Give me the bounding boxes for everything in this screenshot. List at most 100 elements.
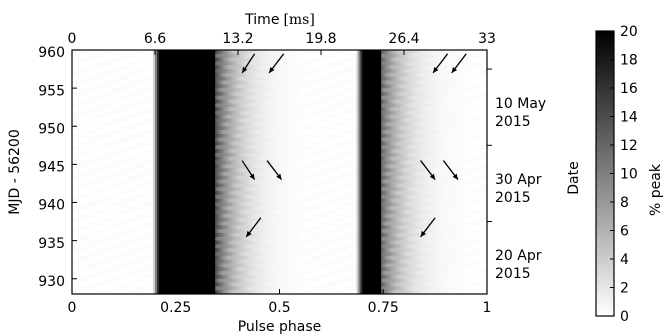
heatmap-cell [206,103,210,108]
heatmap-cell [447,76,451,81]
heatmap-cell [393,72,397,78]
heatmap-cell [204,126,208,131]
heatmap-cell [94,80,98,85]
heatmap-cell [362,126,365,131]
heatmap-cell [267,103,270,108]
heatmap-cell [281,88,285,93]
heatmap-cell [115,95,119,100]
heatmap-cell [399,99,403,104]
heatmap-cell [279,72,282,78]
heatmap-cell [215,72,218,78]
heatmap-cell [82,118,85,123]
heatmap-cell [341,126,345,131]
heatmap-cell [271,122,274,127]
heatmap-cell [186,130,189,135]
heatmap-cell [310,130,314,135]
heatmap-cell [186,103,189,108]
heatmap-cell [169,103,173,108]
heatmap-cell [460,84,463,89]
heatmap-cell [439,122,442,127]
heatmap-cell [350,126,353,131]
heatmap-cell [287,50,291,55]
heatmap-cell [406,111,409,116]
heatmap-cell [208,65,212,70]
heatmap-cell [82,114,85,120]
heatmap-cell [283,84,287,89]
heatmap-cell [474,118,478,123]
heatmap-cell [383,69,386,74]
heatmap-cell [474,99,478,104]
heatmap-cell [211,61,214,66]
heatmap-cell [285,107,289,112]
heatmap-cell [150,72,154,78]
heatmap-cell [426,107,430,112]
heatmap-cell [435,53,438,59]
heatmap-cell [165,76,168,81]
heatmap-cell [312,80,316,85]
heatmap-cell [435,61,438,66]
heatmap-cell [84,114,87,120]
heatmap-cell [101,103,104,108]
heatmap-cell [460,88,463,93]
heatmap-cell [215,88,218,93]
heatmap-cell [449,107,453,112]
heatmap-cell [264,103,268,108]
heatmap-cell [86,91,90,97]
heatmap-cell [391,69,395,74]
heatmap-cell [401,111,405,116]
heatmap-cell [337,76,341,81]
heatmap-cell [169,107,173,112]
heatmap-cell [123,72,127,78]
heatmap-cell [368,130,372,135]
heatmap-cell [181,65,185,70]
heatmap-cell [437,118,440,123]
heatmap-cell [258,130,262,135]
heatmap-cell [285,88,289,93]
heatmap-cell [412,95,415,100]
heatmap-cell [86,126,90,131]
heatmap-cell [198,122,202,127]
heatmap-cell [445,103,448,108]
heatmap-cell [354,130,357,135]
heatmap-cell [144,107,148,112]
heatmap-cell [192,114,195,120]
heatmap-cell [449,91,453,97]
heatmap-cell [391,61,395,66]
heatmap-cell [159,84,162,89]
heatmap-cell [287,53,291,59]
heatmap-cell [441,50,444,55]
heatmap-cell [341,88,345,93]
heatmap-cell [250,133,253,139]
heatmap-cell [381,122,384,127]
heatmap-cell [350,99,353,104]
heatmap-cell [472,76,475,81]
heatmap-cell [464,50,467,55]
heatmap-cell [310,65,314,70]
heatmap-cell [202,122,206,127]
heatmap-cell [275,103,278,108]
heatmap-cell [123,130,127,135]
heatmap-cell [312,76,316,81]
heatmap-cell [476,88,480,93]
heatmap-cell [277,65,280,70]
heatmap-cell [364,111,368,116]
heatmap-cell [451,95,455,100]
heatmap-cell [84,95,87,100]
heatmap-cell [474,65,478,70]
heatmap-cell [395,50,399,55]
heatmap-cell [88,114,92,120]
heatmap-cell [424,111,428,116]
heatmap-cell [140,65,143,70]
heatmap-cell [136,57,139,62]
heatmap-cell [304,126,307,131]
heatmap-cell [132,118,135,123]
heatmap-cell [308,69,312,74]
heatmap-cell [250,53,253,59]
heatmap-cell [306,88,309,93]
heatmap-cell [304,72,307,78]
heatmap-cell [412,91,415,97]
heatmap-cell [109,76,112,81]
heatmap-cell [98,53,102,59]
heatmap-cell [264,65,268,70]
heatmap-cell [163,111,166,116]
